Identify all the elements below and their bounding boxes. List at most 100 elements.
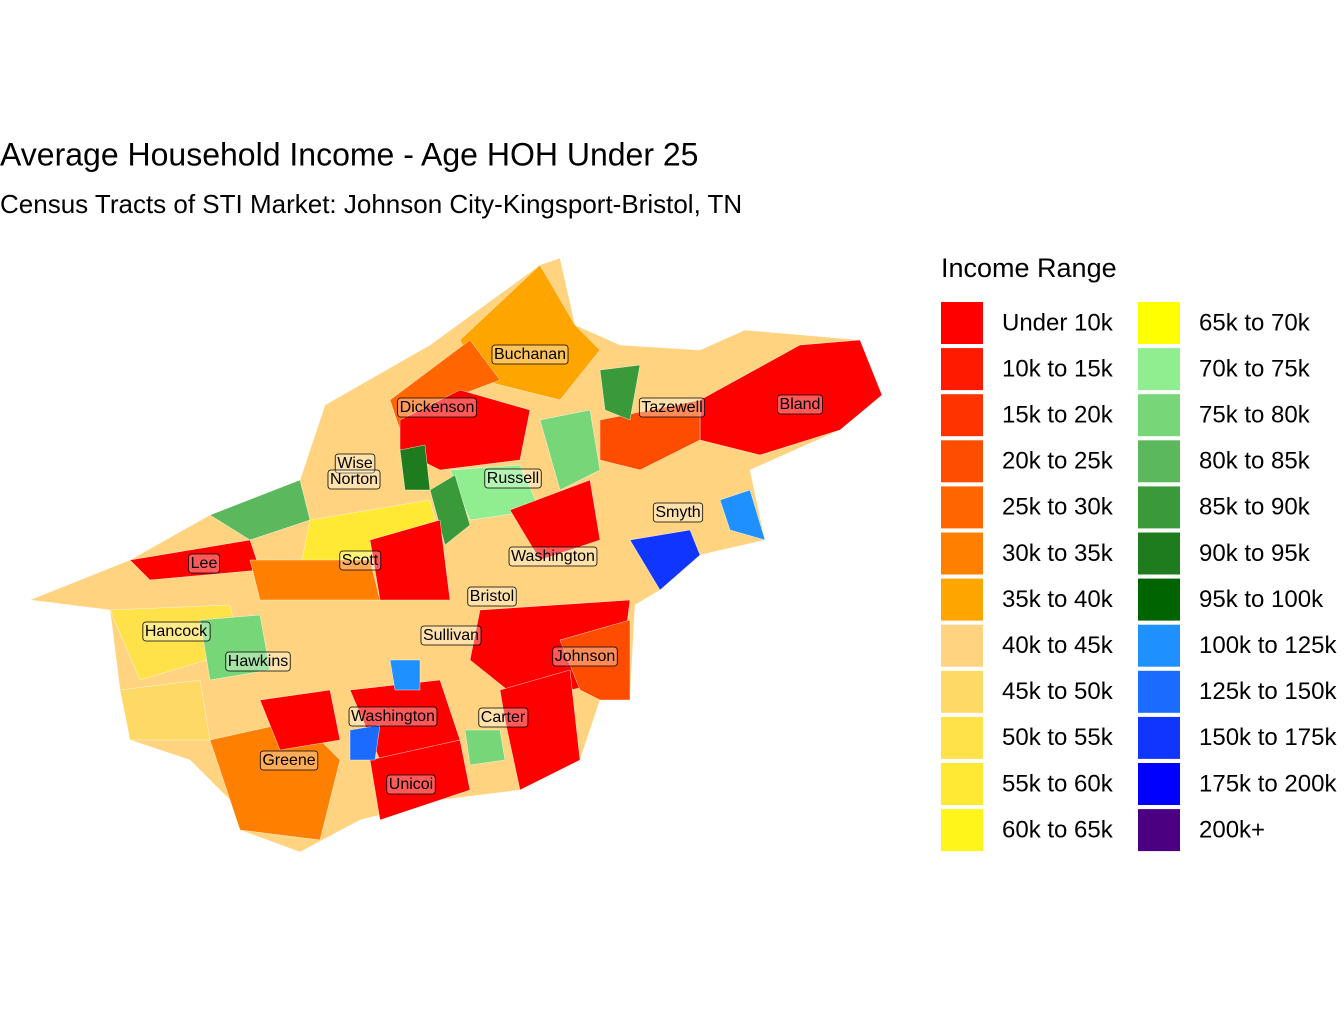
label-box bbox=[478, 707, 529, 728]
label-box bbox=[508, 546, 598, 567]
county-label: Unicoi bbox=[386, 774, 436, 795]
legend-swatch bbox=[941, 809, 983, 852]
tract bbox=[199, 614, 271, 681]
legend-label: 150k to 175k bbox=[1199, 724, 1337, 751]
label-text: Russell bbox=[487, 470, 539, 487]
county-label: Washington bbox=[508, 546, 598, 567]
legend-label: 100k to 125k bbox=[1199, 632, 1337, 659]
tract bbox=[369, 519, 451, 601]
legend-label: 90k to 95k bbox=[1199, 540, 1311, 567]
tract bbox=[719, 489, 766, 541]
label-box bbox=[652, 502, 704, 523]
legend-label: 80k to 85k bbox=[1199, 448, 1311, 475]
legend-label: 25k to 30k bbox=[1002, 494, 1114, 521]
legend-swatch bbox=[1138, 532, 1180, 575]
county-label: Greene bbox=[259, 750, 319, 771]
county-label: Sullivan bbox=[420, 625, 482, 646]
legend-swatch bbox=[941, 670, 983, 713]
legend-label: 55k to 60k bbox=[1002, 770, 1114, 797]
legend-swatch bbox=[1138, 716, 1180, 759]
legend-swatch bbox=[1138, 486, 1180, 529]
tract bbox=[349, 724, 381, 761]
label-text: Wise bbox=[337, 455, 373, 472]
legend: Under 10k 10k to 15k 15k to 20k 20k to 25k 2… bbox=[941, 302, 1337, 852]
legend-label: 75k to 80k bbox=[1199, 402, 1311, 429]
label-text: Buchanan bbox=[494, 346, 566, 363]
label-box bbox=[638, 397, 706, 418]
label-box bbox=[777, 394, 823, 415]
legend-label: 30k to 35k bbox=[1002, 540, 1114, 567]
county-label: Tazewell bbox=[638, 397, 706, 418]
legend-swatch bbox=[941, 348, 983, 391]
legend-swatch bbox=[1138, 348, 1180, 391]
tract bbox=[389, 659, 421, 691]
tract bbox=[539, 409, 601, 491]
label-text: Dickenson bbox=[400, 399, 475, 416]
tract bbox=[509, 479, 601, 561]
legend-label: 70k to 75k bbox=[1199, 355, 1311, 382]
legend-label: 45k to 50k bbox=[1002, 678, 1114, 705]
county-label: Hancock bbox=[142, 621, 211, 642]
county-label: Norton bbox=[327, 469, 381, 490]
label-text: Smyth bbox=[655, 504, 700, 521]
tract bbox=[499, 669, 581, 791]
legend-label: 65k to 70k bbox=[1199, 309, 1311, 336]
legend-swatch bbox=[1138, 578, 1180, 621]
county-label: Bristol bbox=[467, 586, 517, 607]
label-box bbox=[327, 469, 381, 490]
legend-label: 85k to 90k bbox=[1199, 494, 1311, 521]
label-box bbox=[259, 750, 319, 771]
legend-label: 15k to 20k bbox=[1002, 402, 1114, 429]
legend-swatch bbox=[941, 302, 983, 344]
label-box bbox=[339, 550, 382, 571]
legend-label: 60k to 65k bbox=[1002, 816, 1114, 843]
tract bbox=[629, 529, 701, 591]
legend-swatch bbox=[941, 486, 983, 529]
legend-swatch bbox=[941, 394, 983, 437]
subtitle: Census Tracts of STI Market: Johnson Cit… bbox=[0, 189, 742, 219]
legend-label: 10k to 15k bbox=[1002, 355, 1114, 382]
label-box bbox=[142, 621, 211, 642]
county-labels: Buchanan Dickenson Tazewell Bland WiseNorton… bbox=[142, 344, 823, 795]
tract bbox=[464, 729, 506, 766]
label-box bbox=[225, 651, 291, 672]
legend-swatch bbox=[941, 578, 983, 621]
label-text: Bristol bbox=[470, 588, 514, 605]
label-box bbox=[386, 774, 436, 795]
county-label: Dickenson bbox=[397, 397, 477, 418]
tract bbox=[119, 679, 211, 741]
label-text: Unicoi bbox=[389, 776, 433, 793]
legend-swatch bbox=[941, 624, 983, 667]
legend-label: 95k to 100k bbox=[1199, 586, 1324, 613]
legend-title: Income Range bbox=[941, 253, 1117, 283]
tract bbox=[599, 364, 641, 421]
legend-swatch bbox=[1138, 809, 1180, 852]
label-text: Tazewell bbox=[641, 399, 702, 416]
county-label: Wise bbox=[334, 453, 376, 474]
legend-swatch bbox=[941, 763, 983, 805]
county-label: Scott bbox=[339, 550, 382, 571]
legend-swatch bbox=[1138, 624, 1180, 667]
county-label: Lee bbox=[188, 553, 220, 574]
label-box bbox=[348, 706, 438, 727]
legend-swatch bbox=[1138, 394, 1180, 437]
label-text: Hancock bbox=[145, 623, 208, 640]
tract bbox=[399, 444, 431, 491]
legend-swatch bbox=[1138, 670, 1180, 713]
label-text: Carter bbox=[481, 709, 526, 726]
legend-swatch bbox=[941, 716, 983, 759]
label-text: Bland bbox=[780, 396, 821, 413]
legend-swatch bbox=[941, 440, 983, 483]
county-label: Buchanan bbox=[491, 344, 569, 365]
label-text: Scott bbox=[342, 552, 379, 569]
legend-swatch bbox=[1138, 440, 1180, 483]
label-box bbox=[552, 646, 618, 667]
legend-label: Under 10k bbox=[1002, 309, 1114, 336]
tract bbox=[699, 339, 883, 456]
label-text: Norton bbox=[330, 471, 378, 488]
label-box bbox=[420, 625, 482, 646]
label-box bbox=[397, 397, 477, 418]
legend-label: 40k to 45k bbox=[1002, 632, 1114, 659]
tract bbox=[389, 339, 501, 431]
label-box bbox=[188, 553, 220, 574]
